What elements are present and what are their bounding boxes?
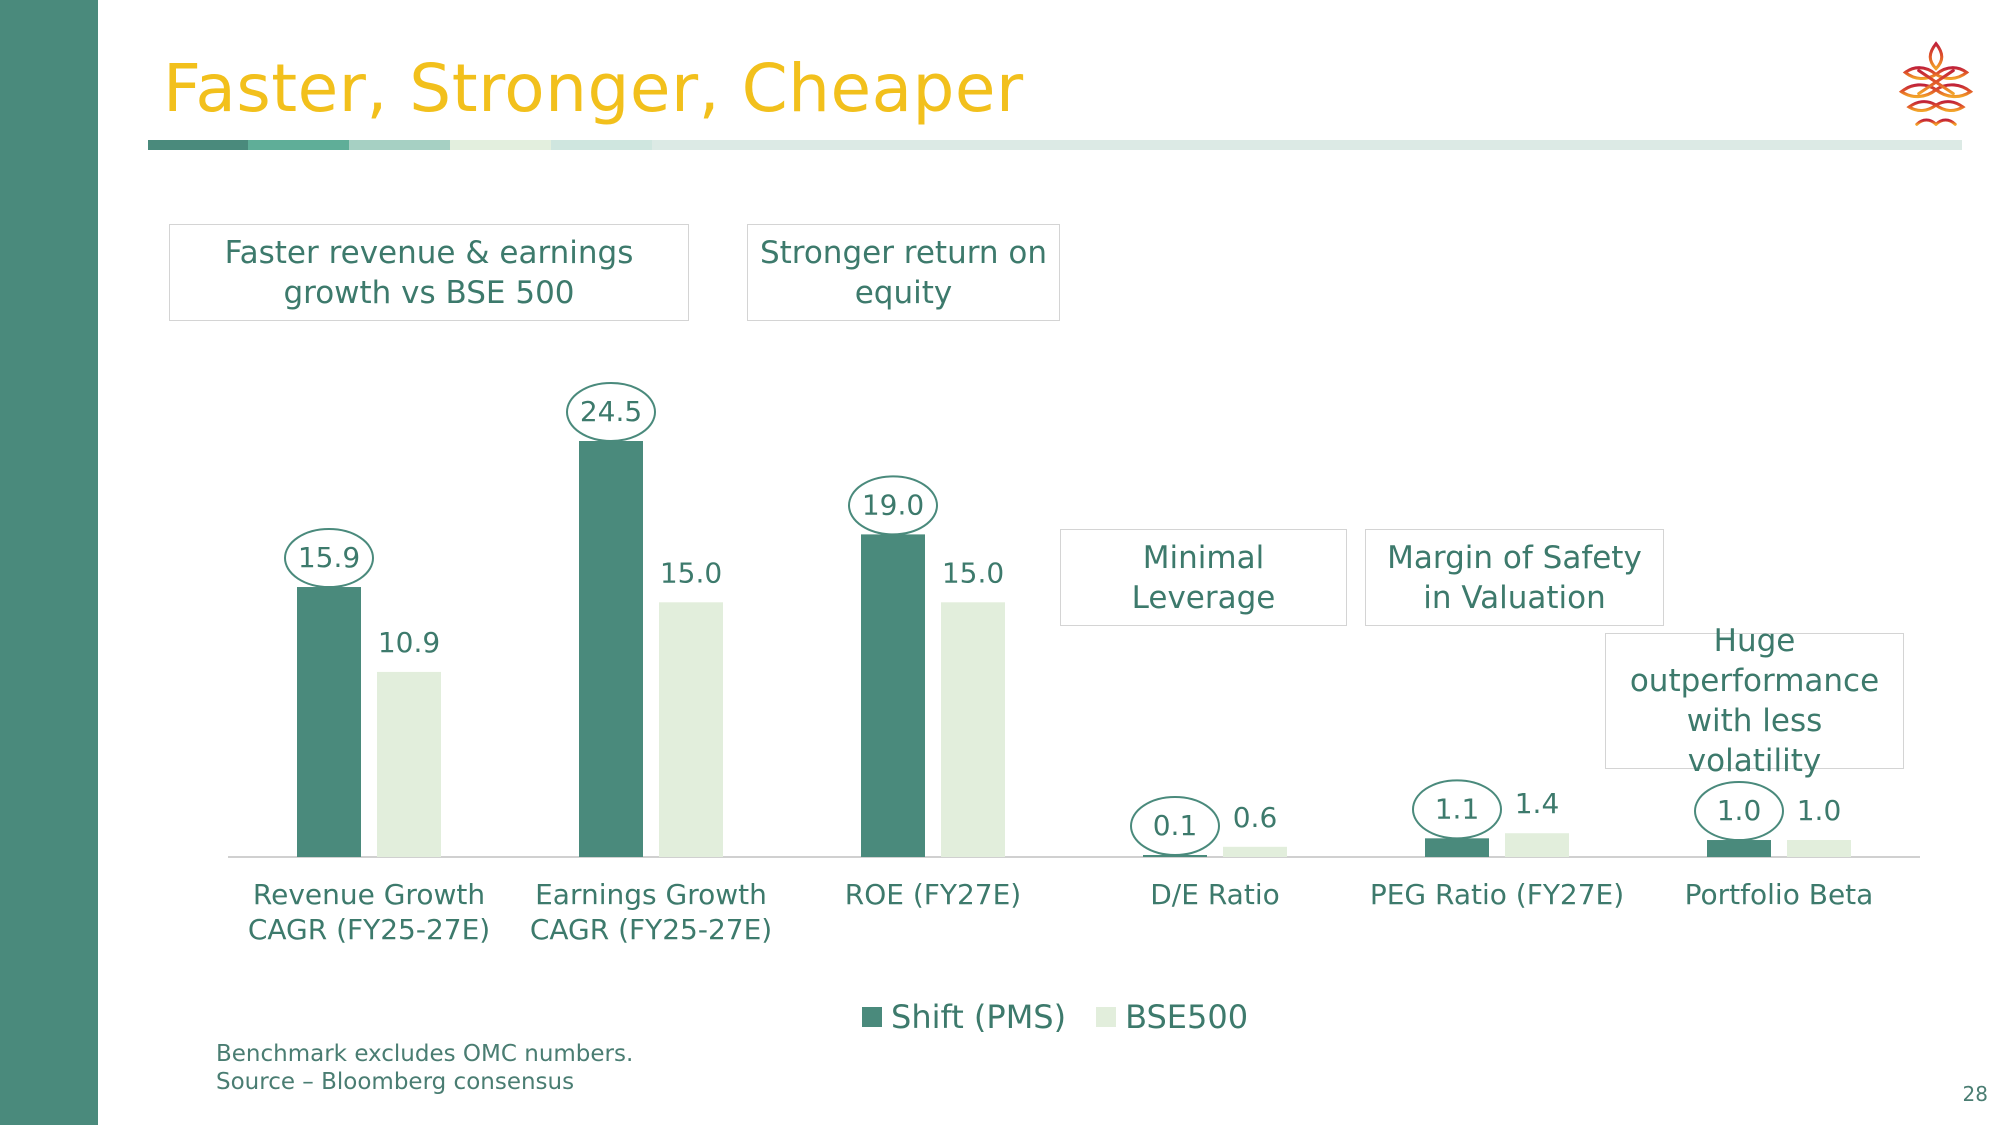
legend-swatch-bse <box>1096 1007 1117 1027</box>
legend-swatch-shift <box>862 1007 882 1027</box>
title-rule-segment-5 <box>551 140 652 150</box>
note-valuation: Margin of Safety in Valuation <box>1365 529 1664 626</box>
slide-title: Faster, Stronger, Cheaper <box>163 50 1024 127</box>
category-label-3-0: D/E Ratio <box>1150 878 1279 911</box>
data-label-bse-5: 1.0 <box>1797 794 1842 827</box>
bar-bse-0 <box>377 671 441 857</box>
category-label-1-1: CAGR (FY25-27E) <box>530 913 772 946</box>
footnote-line-source: Source – Bloomberg consensus <box>216 1069 575 1095</box>
data-label-shift-2: 19.0 <box>862 488 924 521</box>
title-rule <box>148 140 1962 150</box>
highlight-circle-5 <box>1694 781 1784 842</box>
title-rule-segment-2 <box>248 140 349 150</box>
data-label-shift-4: 1.1 <box>1435 792 1480 825</box>
note-leverage: Minimal Leverage <box>1060 529 1347 626</box>
note-roe: Stronger return on equity <box>747 224 1060 321</box>
accent-side-bar <box>0 0 98 1125</box>
brand-tree-logo <box>1898 41 1974 126</box>
bar-shift-1 <box>579 441 643 857</box>
highlight-circle-3 <box>1130 796 1220 856</box>
note-growth: Faster revenue & earnings growth vs BSE … <box>169 224 689 321</box>
bar-shift-0 <box>297 587 361 857</box>
data-label-bse-4: 1.4 <box>1515 787 1560 820</box>
title-rule-segment-3 <box>349 140 450 150</box>
data-label-shift-5: 1.0 <box>1717 794 1762 827</box>
highlight-circle-0 <box>284 528 374 589</box>
data-label-shift-1: 24.5 <box>580 395 642 428</box>
highlight-circle-4 <box>1412 779 1502 840</box>
data-label-bse-0: 10.9 <box>378 626 440 659</box>
highlight-circle-2 <box>848 475 938 536</box>
bar-shift-4 <box>1425 838 1489 857</box>
legend-item-shift: Shift (PMS) <box>862 998 1066 1036</box>
legend-item-bse: BSE500 <box>1096 998 1248 1036</box>
footnote-line-benchmark: Benchmark excludes OMC numbers. <box>216 1041 634 1067</box>
page-number: 28 <box>1962 1082 1988 1106</box>
bar-bse-4 <box>1505 833 1569 857</box>
bar-bse-1 <box>659 602 723 857</box>
category-label-4-0: PEG Ratio (FY27E) <box>1370 878 1624 911</box>
highlight-circle-1 <box>566 382 656 442</box>
note-volatility: Huge outperformance with less volatility <box>1605 623 1904 779</box>
category-label-0-1: CAGR (FY25-27E) <box>248 913 490 946</box>
chart-legend: Shift (PMS) BSE500 <box>862 998 1278 1036</box>
category-label-1-0: Earnings Growth <box>535 878 767 911</box>
bar-shift-2 <box>861 534 925 857</box>
legend-label-shift: Shift (PMS) <box>891 998 1067 1036</box>
category-label-5-0: Portfolio Beta <box>1685 878 1874 911</box>
legend-label-bse: BSE500 <box>1125 998 1249 1036</box>
bar-bse-3 <box>1223 846 1287 857</box>
data-label-shift-3: 0.1 <box>1153 809 1198 842</box>
data-label-shift-0: 15.9 <box>298 541 360 574</box>
bar-shift-5 <box>1707 840 1771 857</box>
footnote: Benchmark excludes OMC numbers. Source –… <box>216 1040 633 1096</box>
data-label-bse-1: 15.0 <box>660 556 722 589</box>
bar-bse-2 <box>941 602 1005 857</box>
category-label-0-0: Revenue Growth <box>253 878 485 911</box>
bar-bse-5 <box>1787 840 1851 857</box>
category-label-2-0: ROE (FY27E) <box>845 878 1021 911</box>
data-label-bse-3: 0.6 <box>1233 801 1278 834</box>
data-label-bse-2: 15.0 <box>942 556 1004 589</box>
title-rule-segment-4 <box>450 140 551 150</box>
title-rule-segment-1 <box>148 140 248 150</box>
